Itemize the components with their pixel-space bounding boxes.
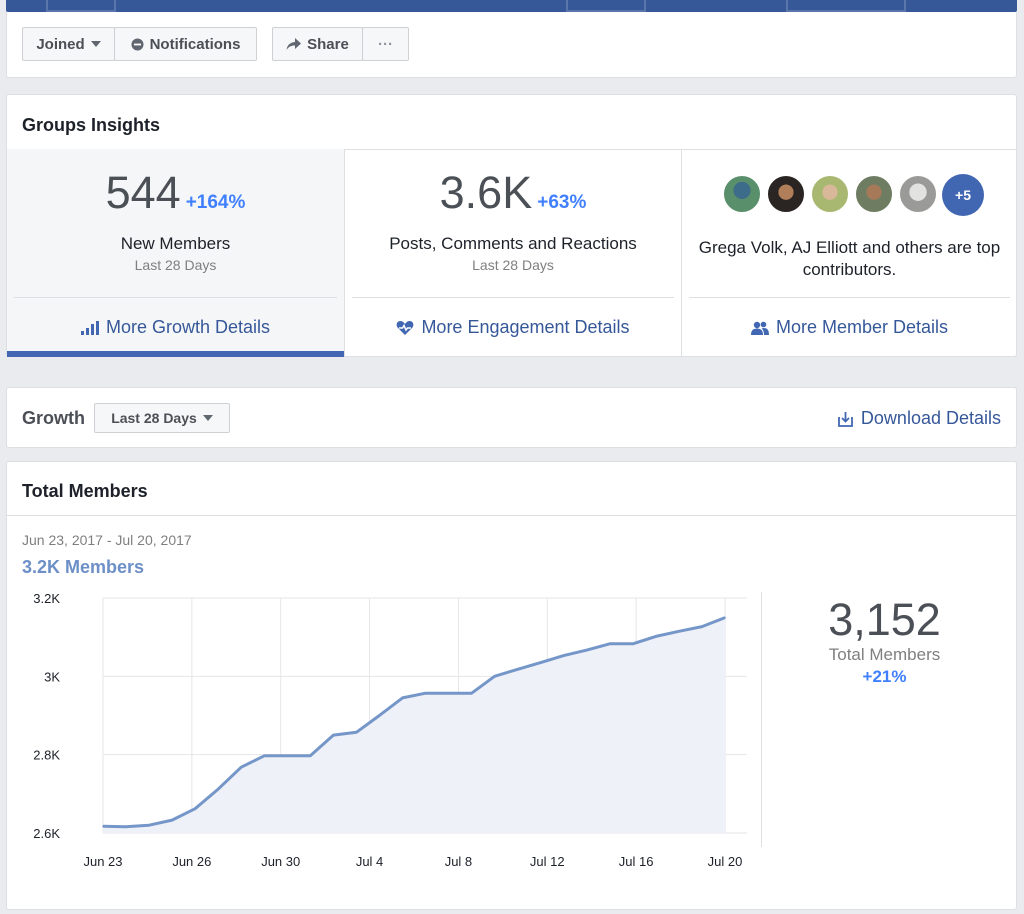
more-options-button[interactable]: ··· xyxy=(362,27,409,61)
more-member-details-link[interactable]: More Member Details xyxy=(682,317,1017,338)
insights-header-divider xyxy=(7,149,1016,150)
date-range-text: Jun 23, 2017 - Jul 20, 2017 xyxy=(22,532,192,548)
tile-separator xyxy=(344,149,345,357)
new-members-tile[interactable]: 544 +164% New Members Last 28 Days More G… xyxy=(7,149,344,357)
tile-divider xyxy=(14,297,337,298)
notifications-off-icon xyxy=(131,38,144,50)
avatar[interactable] xyxy=(810,174,850,214)
engagement-label: Posts, Comments and Reactions xyxy=(389,234,637,253)
tile-separator xyxy=(681,149,682,357)
active-tab-indicator xyxy=(7,351,344,357)
top-contributors-text: Grega Volk, AJ Elliott and others are to… xyxy=(698,238,1001,279)
more-options-icon: ··· xyxy=(378,35,393,53)
contributors-tile[interactable]: +5 Grega Volk, AJ Elliott and others are… xyxy=(682,149,1017,357)
joined-label: Joined xyxy=(36,35,85,53)
members-headline: 3.2K Members xyxy=(22,557,145,577)
growth-card: Growth Last 28 Days Download Details xyxy=(6,387,1017,448)
chart-summary-separator xyxy=(761,592,762,847)
engagement-change: +63% xyxy=(537,192,587,213)
engagement-value: 3.6K xyxy=(439,167,533,218)
insights-title: Groups Insights xyxy=(22,115,161,135)
download-icon xyxy=(838,411,853,427)
engagement-stat: 3.6K +63% xyxy=(345,167,681,219)
new-members-period: Last 28 Days xyxy=(134,257,217,273)
contributor-avatars: +5 xyxy=(722,174,984,216)
chevron-down-icon xyxy=(202,415,213,421)
engagement-period: Last 28 Days xyxy=(472,257,554,273)
notifications-label: Notifications xyxy=(149,35,241,53)
new-members-change: +164% xyxy=(185,192,246,213)
download-details-link[interactable]: Download Details xyxy=(838,408,1001,429)
more-engagement-details-label: More Engagement Details xyxy=(421,317,630,337)
total-members-card: Total Members Jun 23, 2017 - Jul 20, 201… xyxy=(6,461,1017,910)
new-members-label: New Members xyxy=(120,234,231,253)
more-growth-details-label: More Growth Details xyxy=(105,317,271,337)
tile-divider xyxy=(689,297,1010,298)
more-growth-details-link[interactable]: More Growth Details xyxy=(7,317,344,338)
new-members-value: 544 xyxy=(105,167,181,218)
date-range-dropdown[interactable]: Last 28 Days xyxy=(94,403,230,433)
summary-value: 3,152 xyxy=(828,594,941,645)
chevron-down-icon xyxy=(90,41,101,47)
share-label: Share xyxy=(307,35,349,53)
total-members-title: Total Members xyxy=(22,481,148,501)
share-button[interactable]: Share xyxy=(272,27,363,61)
growth-title: Growth xyxy=(22,408,85,428)
new-members-stat: 544 +164% xyxy=(7,167,344,219)
more-member-details-label: More Member Details xyxy=(775,317,949,337)
group-actions-card: Joined Notifications Share ··· xyxy=(6,12,1017,78)
tile-divider xyxy=(352,297,674,298)
bar-chart-icon xyxy=(80,320,99,335)
groups-insights-card: Groups Insights 544 +164% New Members Las… xyxy=(6,94,1017,357)
total-members-header-divider xyxy=(7,515,1016,516)
share-icon xyxy=(286,37,302,50)
avatar[interactable] xyxy=(722,174,762,214)
more-contributors-badge[interactable]: +5 xyxy=(942,174,984,216)
more-engagement-details-link[interactable]: More Engagement Details xyxy=(345,317,681,338)
cover-photo xyxy=(6,0,1017,12)
avatar[interactable] xyxy=(854,174,894,214)
avatar[interactable] xyxy=(766,174,806,214)
avatar[interactable] xyxy=(898,174,938,214)
download-details-label: Download Details xyxy=(860,408,1001,428)
date-range-label: Last 28 Days xyxy=(111,410,197,426)
heart-pulse-icon xyxy=(397,320,414,335)
people-icon xyxy=(750,321,769,335)
engagement-tile[interactable]: 3.6K +63% Posts, Comments and Reactions L… xyxy=(345,149,681,357)
summary-change: +21% xyxy=(862,667,907,686)
joined-button[interactable]: Joined xyxy=(22,27,115,61)
summary-label: Total Members xyxy=(828,645,941,664)
notifications-button[interactable]: Notifications xyxy=(114,27,257,61)
